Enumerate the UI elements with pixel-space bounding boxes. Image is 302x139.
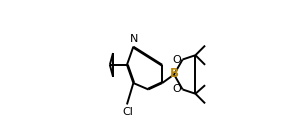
Text: N: N: [130, 34, 138, 44]
Text: O: O: [172, 84, 181, 94]
Text: B: B: [169, 67, 178, 80]
Text: Cl: Cl: [122, 107, 133, 117]
Text: O: O: [172, 55, 181, 65]
